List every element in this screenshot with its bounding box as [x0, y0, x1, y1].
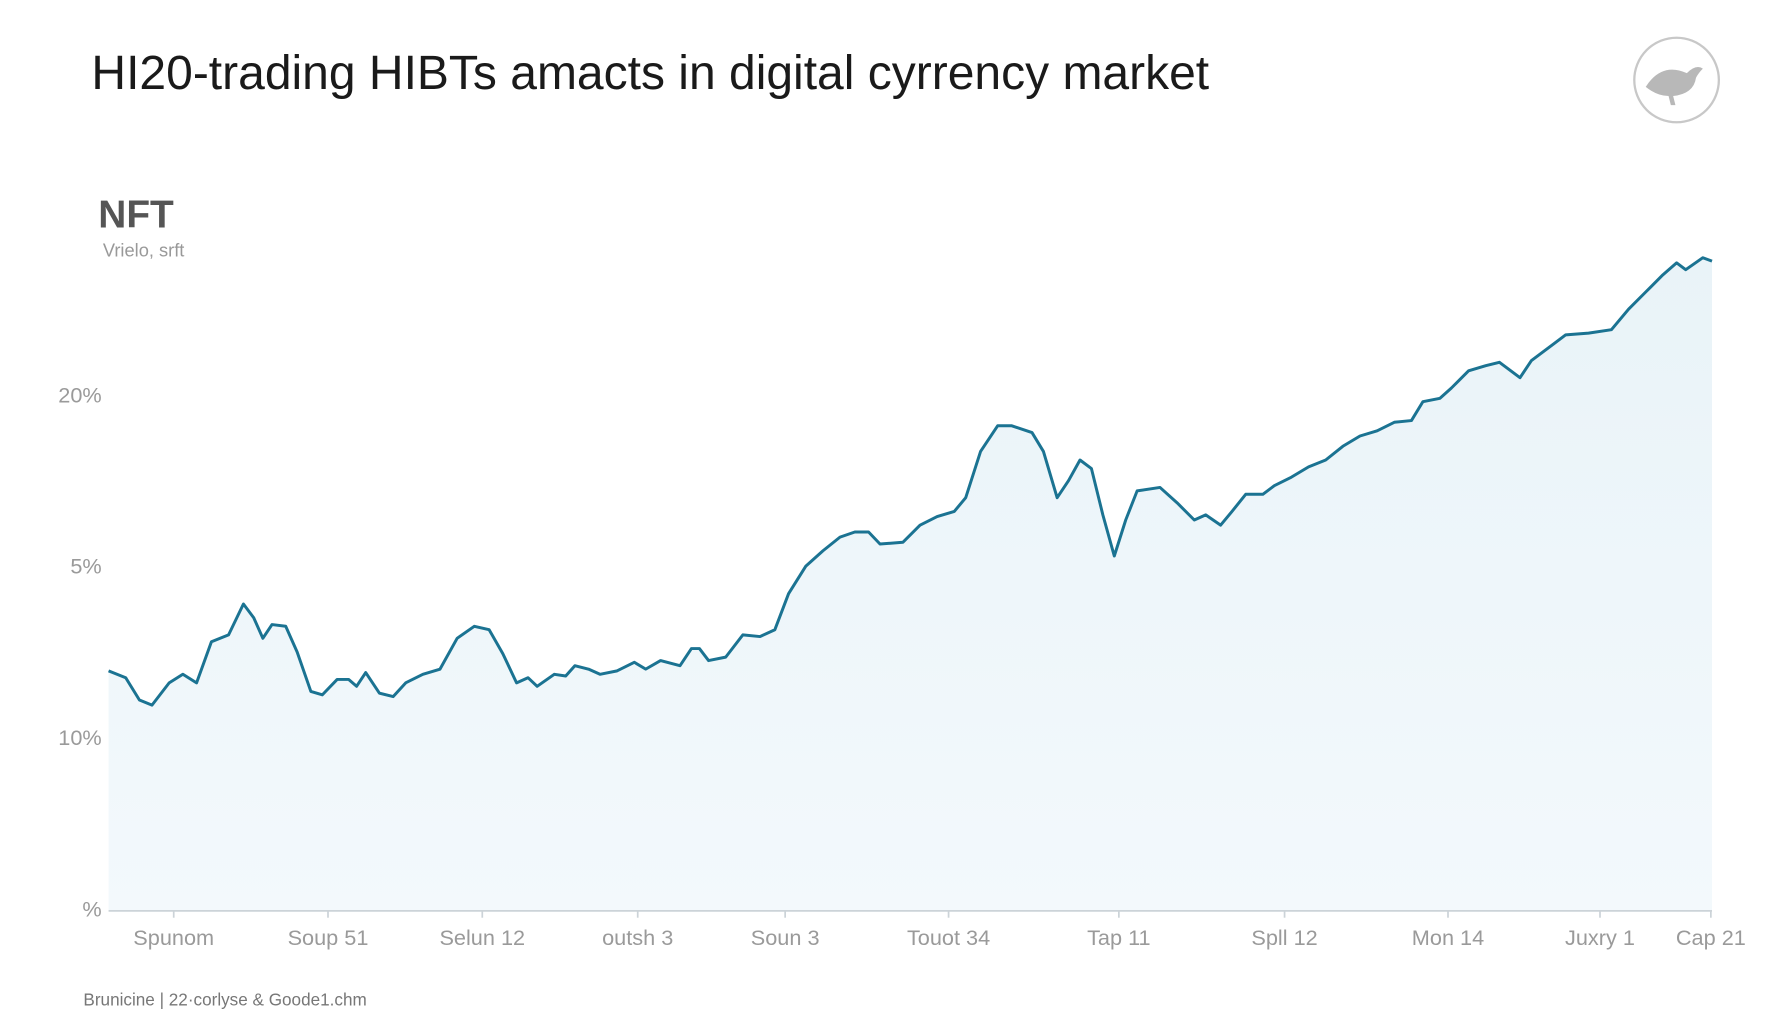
line — [108, 256, 1713, 707]
chart-title: HI20-trading HIBTs amacts in digital cyr… — [91, 47, 1209, 100]
area — [108, 257, 1713, 911]
x-tick-label: Tap 11 — [1087, 925, 1151, 950]
x-tick-label: Selun 12 — [439, 925, 525, 950]
chart-subtitle: NFT — [98, 193, 174, 236]
y-tick-label: 20% — [58, 382, 101, 407]
x-tick-label: Soun 3 — [751, 925, 820, 950]
y-axis-label: Vrielo, srft — [103, 239, 185, 260]
source-note: Brunicine | 22·corlyse & Goode1.chm — [83, 990, 366, 1010]
x-tick-label: outsh 3 — [602, 925, 673, 950]
logo — [1633, 36, 1720, 124]
x-tick-label: Touot 34 — [907, 925, 990, 950]
y-tick-label: 5% — [70, 554, 101, 579]
y-tick-label: 10% — [58, 725, 101, 750]
y-tick-label: % — [82, 897, 101, 922]
x-tick-label: Spunom — [133, 925, 214, 950]
x-tick-label: Spll 12 — [1251, 925, 1317, 950]
x-tick-label: Juxry 1 — [1565, 925, 1635, 950]
x-tick-label: Cap 21 — [1676, 925, 1746, 950]
x-tick-label: Mon 14 — [1412, 925, 1484, 950]
x-tick-label: Soup 51 — [288, 925, 369, 950]
